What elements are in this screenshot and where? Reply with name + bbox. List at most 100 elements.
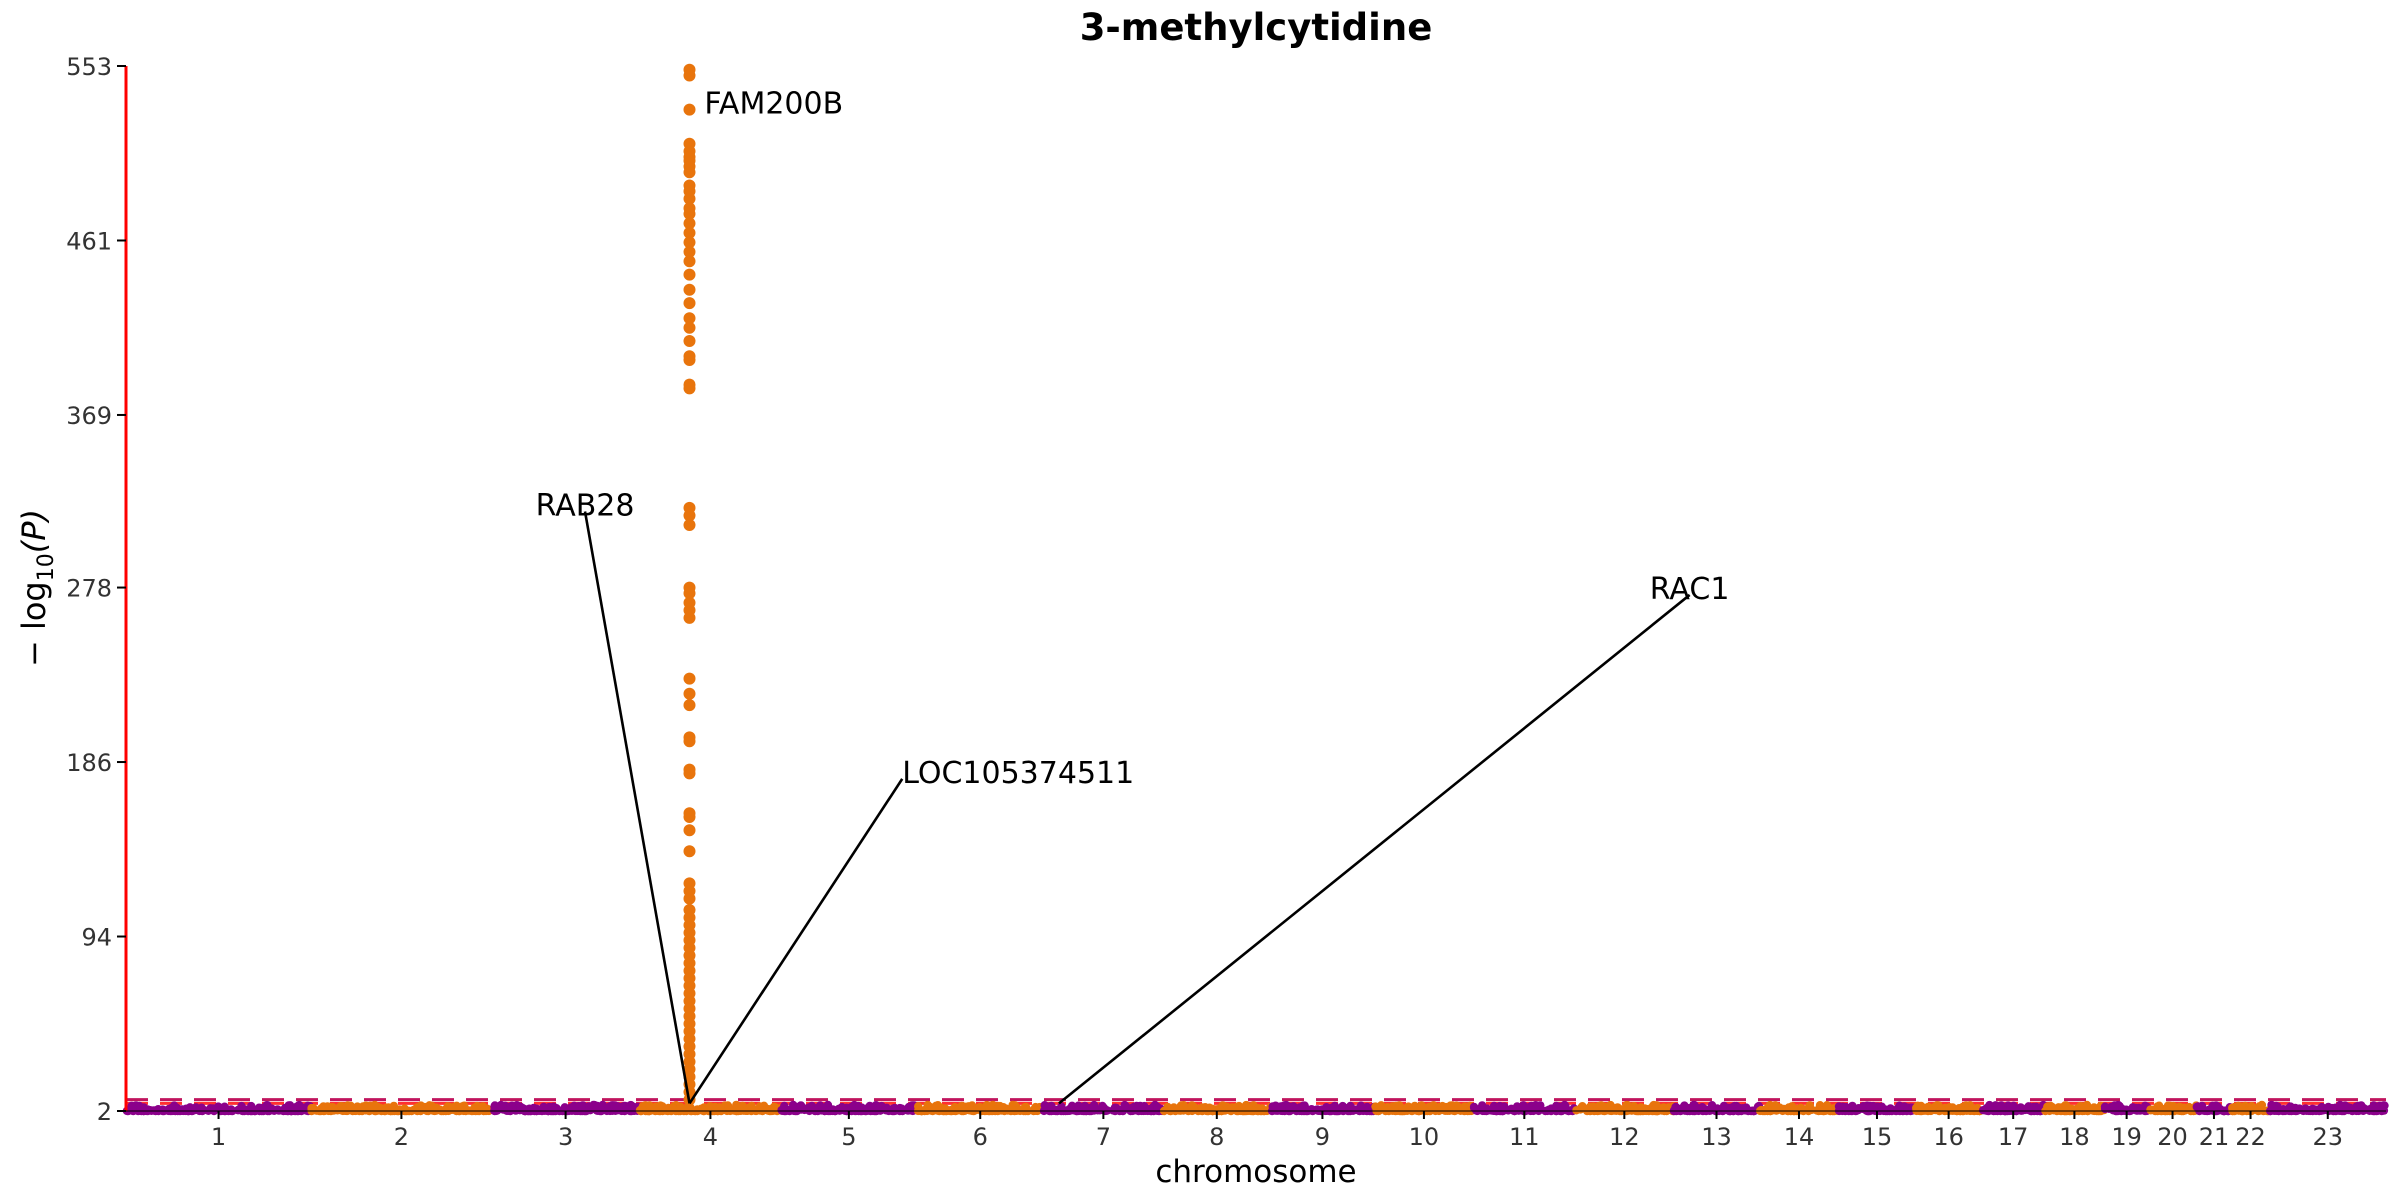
- data-point: [867, 1102, 877, 1112]
- peak-point: [683, 611, 696, 624]
- chromosome-points-21: [2192, 1101, 2236, 1116]
- peak-point: [683, 192, 696, 205]
- data-point: [769, 1102, 779, 1112]
- data-point: [370, 1100, 379, 1110]
- data-point: [1300, 1105, 1310, 1114]
- y-axis-label-main: − log: [15, 581, 53, 667]
- data-point: [1844, 1105, 1853, 1115]
- x-tick-label: 19: [2111, 1123, 2142, 1151]
- x-tick-label: 16: [1933, 1123, 1964, 1151]
- data-point: [930, 1102, 939, 1112]
- data-point: [686, 1106, 696, 1115]
- data-point: [2136, 1105, 2146, 1114]
- y-axis-label-tail: (P): [15, 509, 53, 553]
- x-tick-label: 4: [703, 1123, 718, 1151]
- x-tick-label: 6: [973, 1123, 988, 1151]
- data-point: [780, 1101, 789, 1111]
- data-point: [1052, 1105, 1061, 1115]
- y-tick-label: 94: [81, 924, 112, 952]
- data-point: [1022, 1105, 1032, 1115]
- x-tick-label: 13: [1701, 1123, 1732, 1151]
- data-point: [757, 1106, 767, 1115]
- annotation-label: LOC105374511: [902, 756, 1134, 791]
- data-point: [1145, 1105, 1155, 1114]
- data-point: [1114, 1105, 1123, 1115]
- data-point: [240, 1105, 250, 1114]
- peak-point: [683, 382, 696, 395]
- annotation-leader-line: [688, 778, 904, 1105]
- data-point: [1346, 1101, 1355, 1111]
- data-point: [1514, 1105, 1523, 1114]
- peak-point: [683, 892, 696, 905]
- y-tick-label: 461: [66, 227, 112, 255]
- data-point: [797, 1102, 807, 1112]
- data-point: [1789, 1104, 1798, 1113]
- data-point: [2192, 1102, 2201, 1112]
- data-point: [1606, 1100, 1615, 1110]
- data-point: [1771, 1104, 1780, 1113]
- data-point: [1189, 1102, 1198, 1111]
- x-tick-label: 17: [1998, 1123, 2029, 1151]
- data-point: [539, 1102, 548, 1112]
- data-point: [635, 1106, 645, 1115]
- x-tick-label: 9: [1315, 1123, 1330, 1151]
- data-point: [1531, 1105, 1540, 1114]
- data-point: [1671, 1102, 1681, 1112]
- data-point: [1089, 1100, 1099, 1110]
- data-point: [1893, 1106, 1902, 1115]
- data-point: [650, 1104, 660, 1113]
- y-tick-label: 186: [66, 749, 112, 777]
- data-point: [835, 1105, 844, 1114]
- peak-point: [683, 283, 696, 296]
- gene-annotations: FAM200B RAB28 LOC105374511 RAC1: [536, 86, 1729, 1105]
- data-point: [1988, 1106, 1997, 1115]
- peak-point: [683, 255, 696, 268]
- peak-point: [683, 824, 696, 837]
- peak-point: [683, 207, 696, 220]
- chart-title: 3-methylcytidine: [1080, 6, 1433, 49]
- x-tick-label: 15: [1862, 1123, 1893, 1151]
- peak-point: [683, 509, 696, 522]
- x-tick-label: 20: [2157, 1123, 2188, 1151]
- data-point: [2055, 1105, 2064, 1115]
- annotation-rac1: RAC1: [1058, 572, 1729, 1105]
- x-tick-label: 3: [558, 1123, 573, 1151]
- data-point: [2118, 1104, 2127, 1114]
- y-tick-label: 369: [66, 402, 112, 430]
- chromosome-points-1: [122, 1100, 315, 1116]
- data-point: [1271, 1101, 1280, 1110]
- data-point: [1175, 1104, 1184, 1113]
- data-point: [1490, 1105, 1499, 1114]
- annotation-fam200b: FAM200B: [704, 86, 843, 121]
- x-tick-label: 14: [1784, 1123, 1815, 1151]
- peak-point: [683, 735, 696, 748]
- data-point: [2044, 1106, 2053, 1115]
- data-point: [1701, 1105, 1710, 1114]
- y-axis-label-subscript: 10: [34, 553, 59, 581]
- data-point: [1428, 1102, 1437, 1111]
- x-tick-label: 1: [211, 1123, 226, 1151]
- data-point: [1680, 1101, 1689, 1110]
- chromosome-points-22: [2228, 1100, 2273, 1116]
- data-point: [999, 1103, 1008, 1112]
- data-point: [1153, 1102, 1162, 1112]
- data-point: [732, 1100, 741, 1110]
- peak-point: [683, 672, 696, 685]
- y-tick-label: 553: [66, 53, 112, 81]
- chromosome-points-4: [635, 1100, 786, 1116]
- annotation-leader-line: [583, 511, 691, 1104]
- x-tick-label: 22: [2235, 1123, 2266, 1151]
- annotation-label: RAB28: [536, 488, 635, 523]
- data-point: [1544, 1105, 1553, 1115]
- data-point: [622, 1105, 631, 1114]
- data-point: [2298, 1106, 2307, 1115]
- peak-point: [683, 845, 696, 858]
- data-point: [496, 1100, 506, 1110]
- peak-points: [683, 63, 696, 1106]
- data-point: [490, 1102, 499, 1111]
- data-point: [807, 1105, 816, 1114]
- data-point: [2335, 1100, 2345, 1110]
- x-tick-label: 23: [2313, 1123, 2344, 1151]
- data-point: [675, 1105, 684, 1114]
